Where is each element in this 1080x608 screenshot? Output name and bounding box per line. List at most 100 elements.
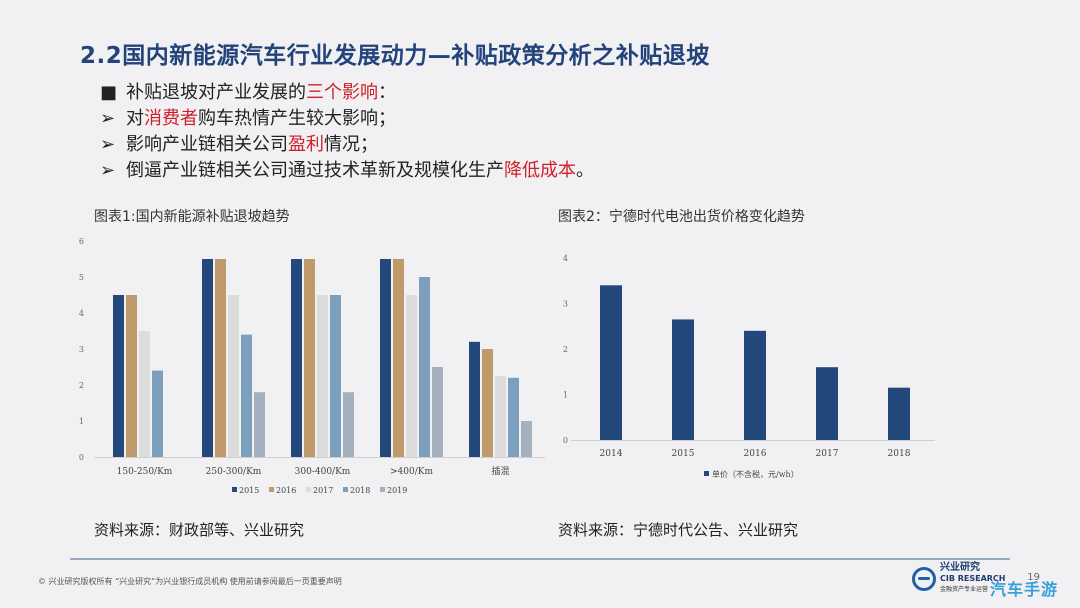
bullet-item-cost: ➢ 倒逼产业链相关公司通过技术革新及规模化生产降低成本。 [100, 158, 594, 184]
legend-label: 2019 [387, 486, 407, 495]
arrow-bullet-icon: ➢ [100, 134, 116, 155]
y-tick-label: 1 [563, 391, 568, 400]
x-tick-label: 2018 [888, 449, 911, 459]
x-tick-label: 2017 [816, 449, 839, 459]
bar-2019 [432, 367, 443, 457]
legend-swatch [306, 487, 311, 492]
y-tick-label: 3 [563, 300, 568, 309]
bar-2015 [202, 259, 213, 457]
cib-research-logo: 兴业研究 CIB RESEARCH 金融资产专业运营 [912, 562, 1006, 595]
arrow-bullet-icon: ➢ [100, 160, 116, 181]
bullet-text: 情况； [324, 134, 378, 155]
legend-label: 2017 [313, 486, 333, 495]
bar-2016 [215, 259, 226, 457]
y-tick-label: 0 [563, 436, 568, 445]
x-tick-label: 250-300/Km [206, 467, 262, 477]
y-tick-label: 4 [79, 309, 84, 318]
bar-unit-price [600, 285, 622, 440]
x-tick-label: >400/Km [390, 467, 433, 477]
legend-swatch [232, 487, 237, 492]
legend-label: 2018 [350, 486, 370, 495]
bar-2018 [330, 295, 341, 457]
page-number: 19 [1027, 572, 1040, 583]
bar-unit-price [744, 330, 766, 440]
x-tick-label: 2014 [600, 449, 623, 459]
figure2-source: 资料来源：宁德时代公告、兴业研究 [558, 521, 799, 539]
bullet-item-consumers: ➢ 对消费者购车热情产生较大影响； [100, 106, 594, 132]
bullet-text: 购车热情产生较大影响； [198, 108, 396, 129]
x-tick-label: 插混 [491, 465, 509, 477]
y-tick-label: 5 [79, 273, 84, 282]
logo-en: CIB RESEARCH [940, 574, 1006, 583]
bullet-list: ■ 补贴退坡对产业发展的三个影响： ➢ 对消费者购车热情产生较大影响； ➢ 影响产业链… [100, 80, 594, 184]
bar-2017 [495, 376, 506, 457]
bar-2018 [508, 377, 519, 457]
bullet-highlight: 消费者 [144, 108, 198, 129]
bar-2017 [228, 295, 239, 457]
bullet-highlight: 降低成本 [504, 160, 576, 181]
bullet-item-profit: ➢ 影响产业链相关公司盈利情况； [100, 132, 594, 158]
y-tick-label: 6 [79, 237, 84, 246]
bar-2018 [152, 370, 163, 457]
bar-2015 [469, 341, 480, 457]
bar-2019 [254, 392, 265, 457]
bar-2015 [380, 259, 391, 457]
bar-2016 [126, 295, 137, 457]
square-bullet-icon: ■ [100, 82, 118, 103]
x-tick-label: 2015 [672, 449, 695, 459]
footer-divider [70, 558, 1010, 560]
legend-label: 2015 [239, 486, 259, 495]
bar-2019 [343, 392, 354, 457]
legend-label: 单价（不含税，元/wh） [712, 469, 799, 479]
bar-2019 [521, 421, 532, 457]
subsidy-bar-chart: 0 1 2 3 4 5 6 150-250/Km 250-300/Km 300-400/Km >40… [79, 237, 545, 495]
bar-unit-price [888, 387, 910, 440]
y-tick-label: 2 [79, 381, 84, 390]
bullet-text: ： [378, 82, 396, 103]
y-tick-label: 4 [563, 254, 568, 263]
y-tick-label: 3 [79, 345, 84, 354]
cib-logo-icon [912, 566, 936, 591]
bar-2016 [393, 259, 404, 457]
bar-2015 [113, 295, 124, 457]
bar-unit-price [672, 319, 694, 440]
logo-text: 兴业研究 CIB RESEARCH 金融资产专业运营 [940, 562, 1006, 595]
channel-watermark: 汽车手游 [990, 580, 1059, 599]
bar-2016 [304, 259, 315, 457]
bullet-intro: ■ 补贴退坡对产业发展的三个影响： [100, 80, 594, 106]
legend-label: 2016 [276, 486, 296, 495]
x-tick-label: 150-250/Km [117, 467, 173, 477]
bar-2017 [139, 331, 150, 457]
arrow-bullet-icon: ➢ [100, 108, 116, 129]
bullet-highlight: 盈利 [288, 134, 324, 155]
figure1-source: 资料来源：财政部等、兴业研究 [94, 521, 305, 539]
figure1-title: 图表1:国内新能源补贴退坡趋势 [94, 209, 290, 225]
logo-cn: 兴业研究 [940, 562, 980, 573]
logo-sub: 金融资产专业运营 [940, 586, 989, 593]
bullet-text: 影响产业链相关公司 [126, 134, 288, 155]
legend-swatch [380, 487, 385, 492]
y-tick-label: 2 [563, 345, 568, 354]
bullet-text: 倒逼产业链相关公司通过技术革新及规模化生产 [126, 160, 504, 181]
y-tick-label: 1 [79, 417, 84, 426]
y-tick-label: 0 [79, 453, 84, 462]
bar-unit-price [816, 367, 838, 440]
bullet-text: 对 [126, 108, 144, 129]
bar-2017 [317, 295, 328, 457]
bar-2015 [291, 259, 302, 457]
legend-swatch [704, 471, 709, 476]
bar-2018 [419, 277, 430, 457]
x-tick-label: 300-400/Km [295, 467, 351, 477]
slide-title: 2.2国内新能源汽车行业发展动力—补贴政策分析之补贴退坡 [80, 43, 710, 69]
figure2-title: 图表2：宁德时代电池出货价格变化趋势 [558, 209, 805, 225]
legend-swatch [269, 487, 274, 492]
bar-2017 [406, 295, 417, 457]
bar-2018 [241, 334, 252, 457]
legend-swatch [343, 487, 348, 492]
bullet-text: 补贴退坡对产业发展的 [126, 82, 306, 103]
battery-price-bar-chart: 0 1 2 3 4 2014 2015 2016 2017 2018 单价（不含税，元/wh） [563, 254, 935, 479]
bullet-text: 。 [576, 160, 594, 181]
bullet-highlight: 三个影响 [306, 82, 378, 103]
bar-2016 [482, 349, 493, 457]
footer-disclaimer: © 兴业研究版权所有 “兴业研究”为兴业银行成员机构 使用前请参阅最后一页重要声… [38, 577, 342, 586]
